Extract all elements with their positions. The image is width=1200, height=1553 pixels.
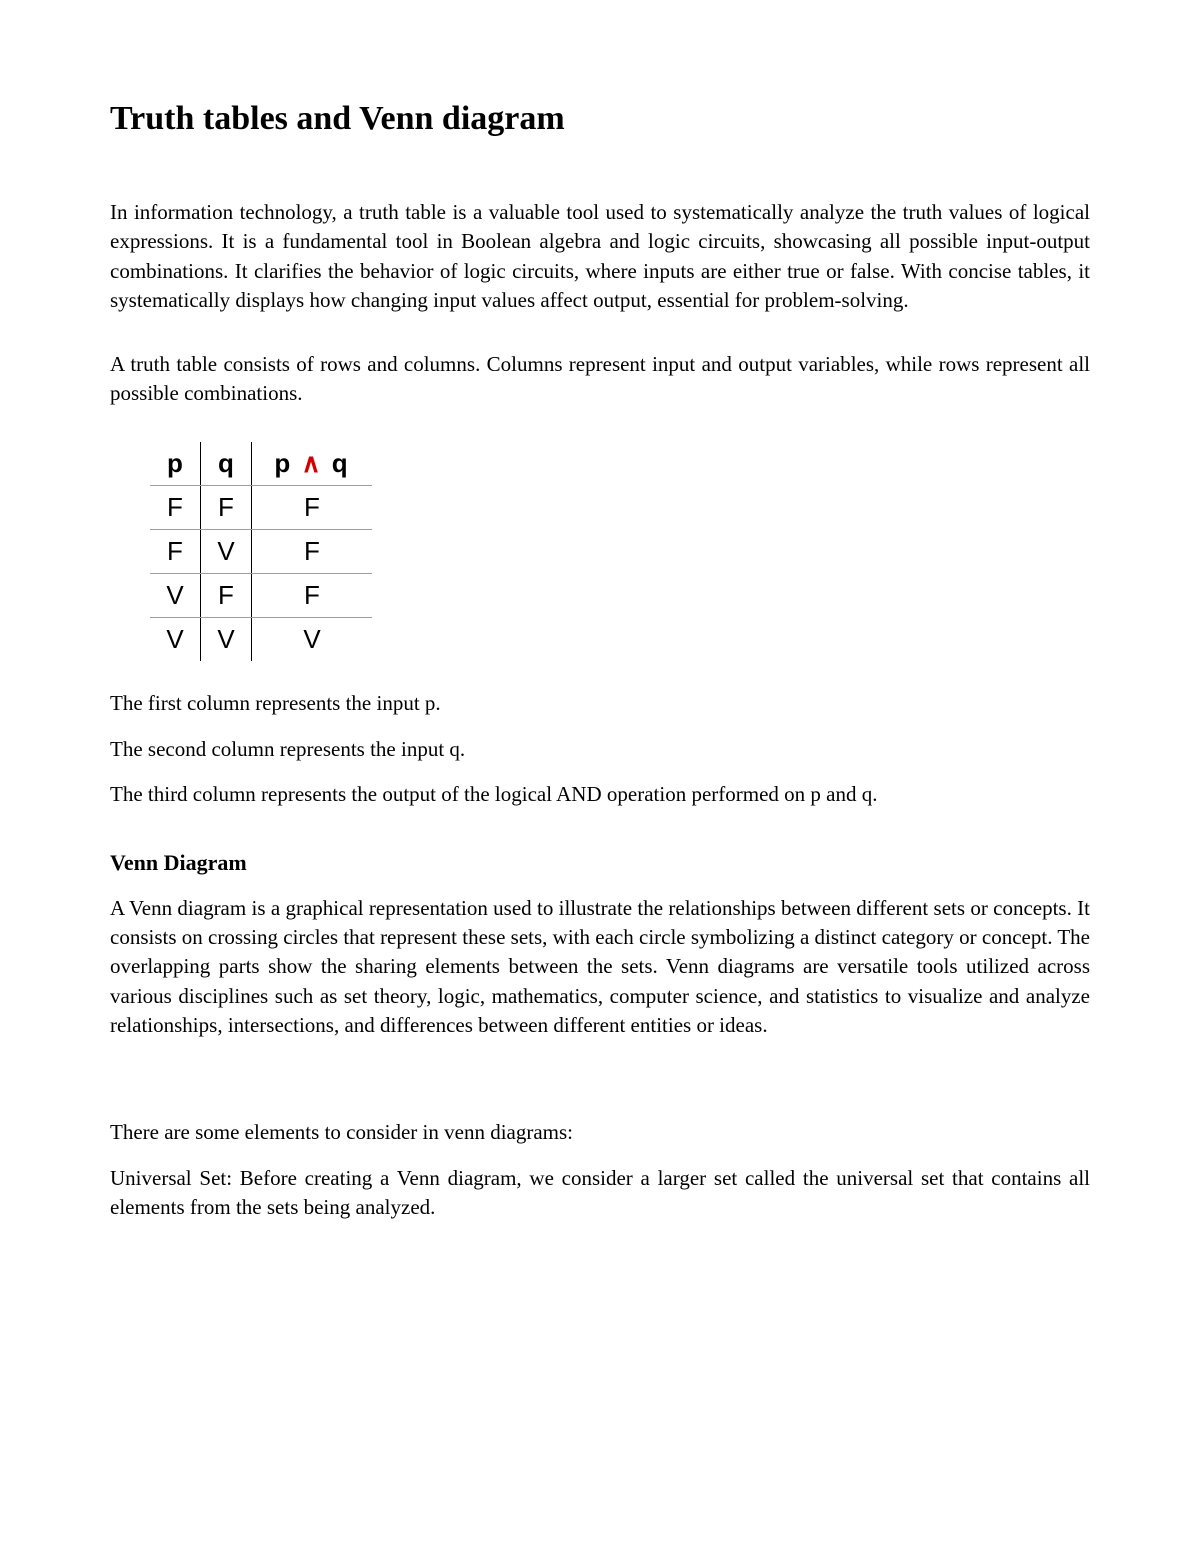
column-explain-2: The second column represents the input q… — [110, 735, 1090, 764]
column-explain-3: The third column represents the output o… — [110, 780, 1090, 809]
cell-q: V — [201, 530, 252, 574]
cell-pq: V — [252, 618, 373, 662]
cell-p: F — [150, 486, 201, 530]
venn-heading: Venn Diagram — [110, 850, 1090, 876]
table-row: F F F — [150, 486, 372, 530]
table-header-q: q — [201, 442, 252, 486]
cell-pq: F — [252, 574, 373, 618]
table-row: V F F — [150, 574, 372, 618]
cell-p: F — [150, 530, 201, 574]
cell-p: V — [150, 618, 201, 662]
intro-paragraph-2: A truth table consists of rows and colum… — [110, 350, 1090, 409]
cell-q: F — [201, 486, 252, 530]
cell-p: V — [150, 574, 201, 618]
table-header-p-and-q: p ∧ q — [252, 442, 373, 486]
cell-pq: F — [252, 530, 373, 574]
cell-q: V — [201, 618, 252, 662]
intro-paragraph-1: In information technology, a truth table… — [110, 198, 1090, 316]
page-title: Truth tables and Venn diagram — [110, 100, 1090, 138]
cell-q: F — [201, 574, 252, 618]
venn-universal-set: Universal Set: Before creating a Venn di… — [110, 1164, 1090, 1223]
column-explain-1: The first column represents the input p. — [110, 689, 1090, 718]
truth-table: p q p ∧ q F F F F V F — [150, 442, 1090, 661]
table-header-p: p — [150, 442, 201, 486]
cell-pq: F — [252, 486, 373, 530]
table-header-row: p q p ∧ q — [150, 442, 372, 486]
spacer — [110, 1074, 1090, 1118]
venn-elements-intro: There are some elements to consider in v… — [110, 1118, 1090, 1147]
header-pq-q: q — [332, 448, 350, 478]
document-page: Truth tables and Venn diagram In informa… — [0, 0, 1200, 1553]
table-row: F V F — [150, 530, 372, 574]
header-pq-p: p — [274, 448, 292, 478]
table-row: V V V — [150, 618, 372, 662]
venn-paragraph-1: A Venn diagram is a graphical representa… — [110, 894, 1090, 1041]
and-operator-icon: ∧ — [301, 448, 322, 478]
